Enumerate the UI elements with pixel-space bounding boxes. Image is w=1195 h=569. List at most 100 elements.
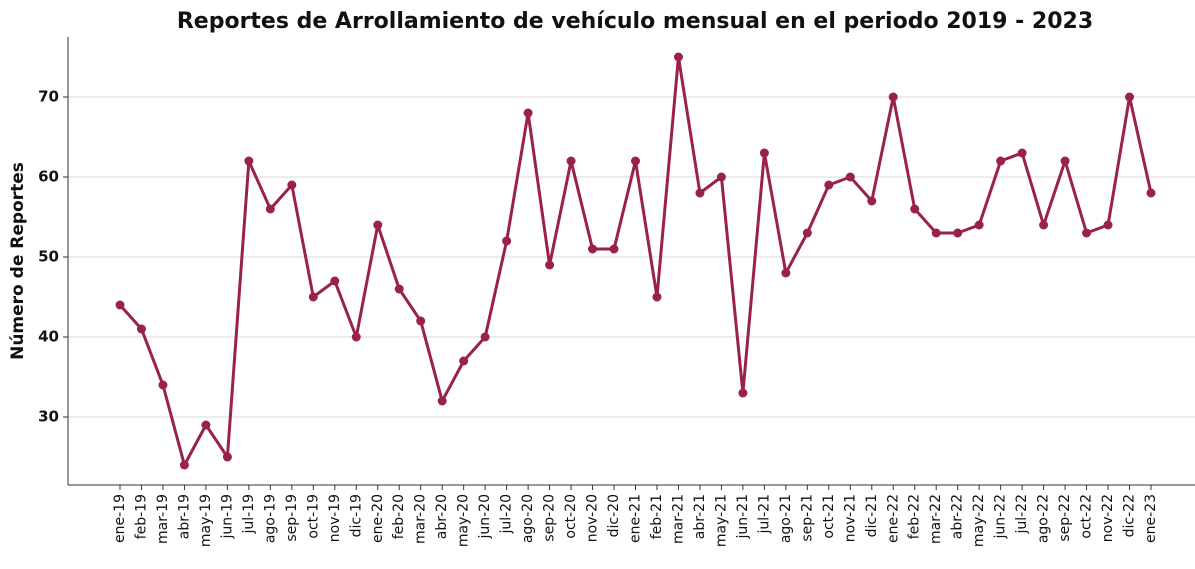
point: [523, 108, 533, 118]
point: [652, 292, 662, 302]
point: [738, 388, 748, 398]
x-tick-label: oct-19: [305, 494, 321, 539]
x-tick-label: sep-19: [284, 494, 300, 542]
point: [588, 244, 598, 254]
point: [1082, 228, 1092, 238]
x-tick-label: jul-21: [756, 494, 772, 535]
point: [802, 228, 812, 238]
x-tick-label: nov-19: [327, 494, 343, 542]
x-tick-label: dic-21: [864, 494, 880, 537]
point: [115, 300, 125, 310]
x-tick-label: jun-21: [735, 494, 751, 540]
point: [158, 380, 168, 390]
point: [631, 156, 640, 166]
line: [118, 55, 1153, 467]
x-tick-label: jun-22: [993, 494, 1009, 540]
x-tick-label: abr-20: [434, 494, 450, 539]
x-tick-label: ago-19: [262, 494, 278, 543]
point: [1060, 156, 1070, 166]
x-tick-label: nov-21: [842, 494, 858, 542]
x-tick-label: abr-19: [176, 494, 192, 539]
x-tick-label: jul-19: [241, 494, 257, 535]
y-tick-label: 50: [38, 248, 59, 266]
x-tick-label: ene-20: [370, 494, 386, 543]
point: [459, 356, 469, 366]
x-tick-label: jun-19: [219, 494, 235, 540]
x-tick-label: nov-20: [585, 494, 601, 542]
point: [759, 148, 769, 158]
x-tick-label: mar-21: [670, 494, 686, 544]
y-tick-label: 70: [38, 88, 59, 106]
point: [1103, 220, 1113, 230]
point: [244, 156, 254, 166]
x-tick-label: mar-22: [928, 494, 944, 544]
point: [824, 180, 834, 190]
point: [974, 220, 984, 230]
point: [330, 276, 340, 286]
point: [136, 324, 146, 334]
point: [845, 172, 855, 182]
point: [502, 236, 512, 246]
point: [1125, 92, 1135, 102]
x-tick-label: sep-20: [542, 494, 558, 542]
x-tick-label: may-21: [713, 494, 729, 547]
y-tick-label: 30: [38, 408, 59, 426]
x-tick-label: sep-22: [1057, 494, 1073, 542]
chart-title: Reportes de Arrollamiento de vehículo me…: [177, 9, 1093, 34]
x-tick-label: may-19: [198, 494, 214, 547]
y-tick-label: 40: [38, 328, 59, 346]
point: [1017, 148, 1027, 158]
point: [996, 156, 1006, 166]
x-tick-label: jul-20: [499, 494, 515, 535]
x-tick-label: abr-22: [950, 494, 966, 539]
x-tick-label: ene-21: [628, 494, 644, 543]
point: [867, 196, 877, 206]
x-tick-label: feb-19: [133, 494, 149, 539]
x-tick-label: oct-21: [821, 494, 837, 539]
point: [545, 260, 555, 270]
point: [716, 172, 726, 182]
y-tick-label: 60: [38, 168, 59, 186]
point: [888, 92, 898, 102]
point: [222, 452, 232, 462]
point: [781, 268, 791, 278]
point: [695, 188, 705, 198]
x-tick-label: sep-21: [799, 494, 815, 542]
point: [480, 332, 490, 342]
point: [566, 156, 576, 166]
point: [1039, 220, 1049, 230]
x-tick-label: feb-21: [649, 494, 665, 539]
point: [308, 292, 318, 302]
point: [351, 332, 361, 342]
point: [394, 284, 404, 294]
x-tick-label: ene-23: [1143, 494, 1159, 543]
x-tick-label: feb-22: [907, 494, 923, 539]
point: [373, 220, 383, 230]
point: [287, 180, 297, 190]
point: [416, 316, 426, 326]
point: [437, 396, 447, 406]
x-tick-label: mar-20: [413, 494, 429, 544]
x-tick-label: may-22: [971, 494, 987, 547]
x-tick-label: ago-20: [520, 494, 536, 543]
point: [1146, 188, 1156, 198]
point: [179, 460, 189, 470]
point: [609, 244, 619, 254]
x-tick-label: ago-22: [1036, 494, 1052, 543]
point: [931, 228, 941, 238]
point: [201, 420, 211, 430]
x-tick-label: oct-20: [563, 494, 579, 539]
x-tick-label: dic-20: [606, 494, 622, 537]
x-tick-label: ene-19: [112, 494, 128, 543]
x-tick-label: jul-22: [1014, 494, 1030, 535]
point: [265, 204, 275, 214]
x-tick-label: ago-21: [778, 494, 794, 543]
x-tick-label: jun-20: [477, 494, 493, 540]
x-tick-label: dic-22: [1122, 494, 1138, 537]
x-tick-label: feb-20: [391, 494, 407, 539]
y-axis-label: Número de Reportes: [8, 162, 28, 360]
x-tick-label: dic-19: [348, 494, 364, 537]
point: [910, 204, 920, 214]
x-tick-label: oct-22: [1079, 494, 1095, 539]
